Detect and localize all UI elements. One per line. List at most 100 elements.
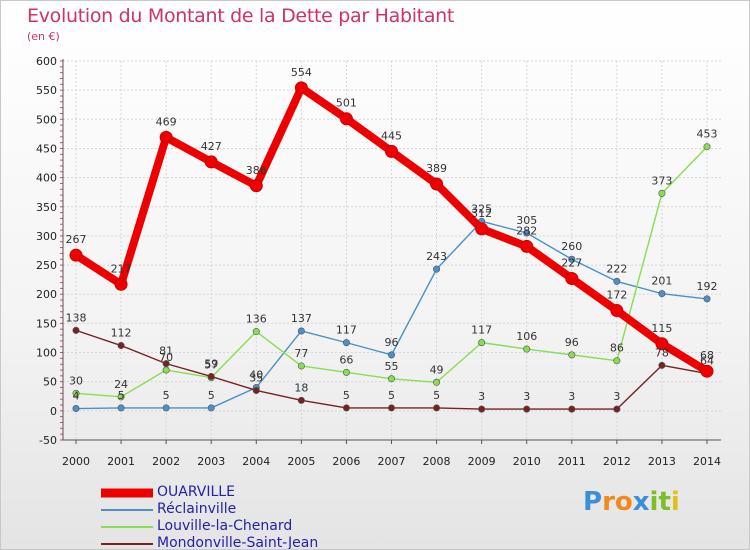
- data-point: [387, 351, 395, 359]
- data-point: [520, 239, 534, 253]
- data-label: 3: [568, 390, 575, 403]
- data-point: [523, 345, 531, 353]
- legend-label: OUARVILLE: [157, 484, 235, 500]
- data-label: 77: [294, 347, 308, 360]
- y-tick-label: 150: [36, 317, 57, 330]
- x-tick-label: 2001: [107, 455, 135, 468]
- x-tick-label: 2011: [558, 455, 586, 468]
- data-label: 3: [613, 390, 620, 403]
- data-point: [613, 405, 621, 413]
- data-label: 222: [606, 262, 627, 275]
- y-tick-label: 50: [43, 376, 57, 389]
- proxiti-logo: Proxiti: [583, 487, 680, 517]
- logo-letter: x: [632, 487, 650, 517]
- data-point: [610, 304, 624, 318]
- y-tick-label: 450: [36, 142, 57, 155]
- data-point: [385, 144, 398, 158]
- data-label: 66: [339, 353, 353, 366]
- x-tick-label: 2000: [62, 455, 90, 468]
- data-label: 96: [385, 336, 399, 349]
- y-tick-label: -50: [39, 434, 57, 447]
- data-label: 282: [516, 224, 537, 237]
- logo-letter: P: [583, 487, 603, 517]
- data-point: [249, 179, 263, 193]
- y-tick-label: 600: [36, 55, 57, 68]
- data-point: [613, 277, 621, 285]
- data-label: 389: [426, 162, 447, 175]
- logo-letter: o: [614, 487, 633, 517]
- data-point: [658, 290, 666, 298]
- y-tick-label: 0: [50, 405, 57, 418]
- data-point: [252, 328, 260, 336]
- data-point: [568, 351, 576, 359]
- data-label: 137: [291, 312, 312, 325]
- legend-swatch: [101, 488, 153, 497]
- data-label: 138: [66, 311, 87, 324]
- data-label: 96: [565, 336, 579, 349]
- data-label: 3: [478, 390, 485, 403]
- data-label: 312: [471, 207, 492, 220]
- data-label: 172: [606, 289, 627, 302]
- data-point: [117, 404, 125, 412]
- data-point: [342, 368, 350, 376]
- legend-label: Réclainville: [157, 501, 237, 517]
- data-label: 57: [204, 359, 218, 372]
- data-label: 243: [426, 250, 447, 263]
- data-label: 4: [73, 390, 80, 403]
- legend-label: Mondonville-Saint-Jean: [157, 535, 319, 550]
- logo-letter: t: [658, 487, 671, 517]
- x-tick-label: 2013: [648, 455, 676, 468]
- data-point: [433, 378, 441, 386]
- data-label: 18: [294, 381, 308, 394]
- data-label: 5: [208, 389, 215, 402]
- data-label: 427: [201, 140, 222, 153]
- data-label: 305: [516, 214, 537, 227]
- data-label: 469: [156, 115, 177, 128]
- data-point: [433, 265, 441, 273]
- data-label: 386: [246, 164, 267, 177]
- x-tick-label: 2007: [378, 455, 406, 468]
- data-point: [162, 360, 170, 368]
- data-point: [342, 404, 350, 412]
- data-label: 136: [246, 313, 267, 326]
- y-tick-label: 500: [36, 113, 57, 126]
- data-point: [252, 386, 260, 394]
- data-label: 35: [249, 371, 263, 384]
- data-label: 554: [291, 66, 312, 79]
- data-label: 70: [159, 351, 173, 364]
- data-point: [114, 277, 128, 291]
- data-point: [207, 372, 215, 380]
- data-point: [523, 229, 531, 237]
- data-label: 78: [655, 346, 669, 359]
- data-point: [162, 366, 170, 374]
- data-point: [658, 189, 666, 197]
- data-label: 201: [651, 275, 672, 288]
- chart-title: Evolution du Montant de la Dette par Hab…: [27, 5, 455, 27]
- data-point: [565, 271, 579, 285]
- data-label: 5: [388, 389, 395, 402]
- x-tick-label: 2002: [152, 455, 180, 468]
- data-label: 24: [114, 378, 128, 391]
- data-point: [339, 112, 353, 126]
- data-point: [568, 405, 576, 413]
- y-tick-label: 300: [36, 230, 57, 243]
- legend-swatch: [101, 525, 153, 528]
- data-label: 5: [163, 389, 170, 402]
- data-point: [613, 357, 621, 365]
- data-point: [72, 326, 80, 334]
- data-point: [700, 364, 714, 378]
- y-tick-label: 550: [36, 84, 57, 97]
- data-label: 445: [381, 129, 402, 142]
- data-label: 5: [433, 389, 440, 402]
- x-tick-label: 2003: [197, 455, 225, 468]
- data-point: [297, 327, 305, 335]
- y-tick-label: 250: [36, 259, 57, 272]
- data-point: [655, 337, 669, 351]
- data-label: 453: [697, 128, 718, 141]
- data-label: 217: [111, 262, 132, 275]
- data-point: [69, 248, 83, 262]
- data-point: [433, 404, 441, 412]
- data-point: [658, 361, 666, 369]
- data-point: [342, 339, 350, 347]
- x-tick-label: 2004: [242, 455, 270, 468]
